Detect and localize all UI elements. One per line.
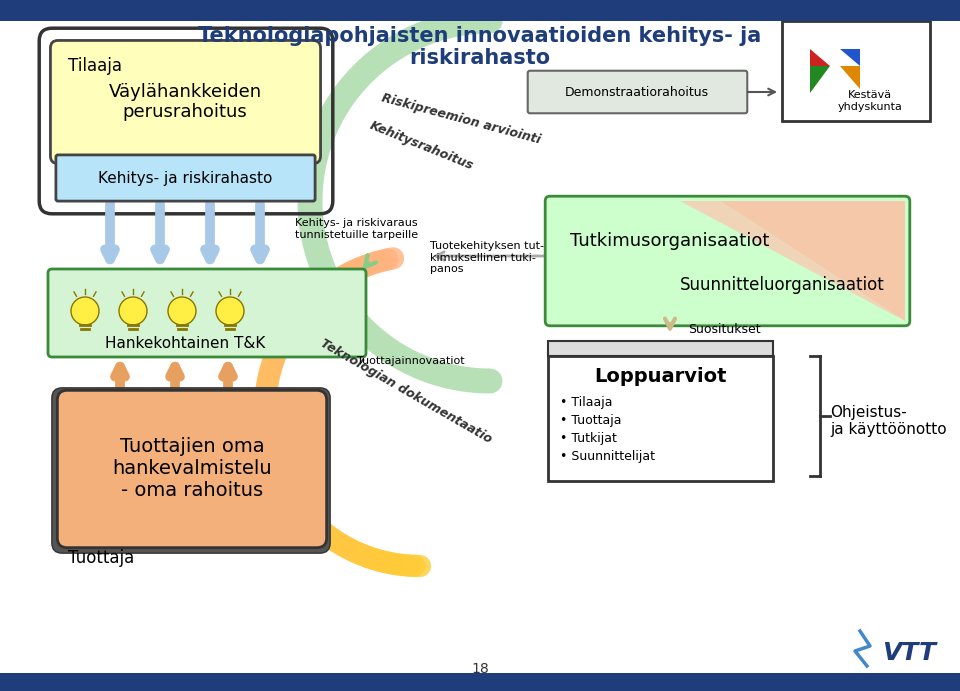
Text: Tilaaja: Tilaaja bbox=[68, 57, 122, 75]
Text: Suositukset: Suositukset bbox=[688, 323, 760, 336]
Bar bbox=[548, 341, 773, 356]
FancyBboxPatch shape bbox=[545, 196, 910, 325]
Bar bbox=[548, 356, 773, 481]
Circle shape bbox=[71, 297, 99, 325]
Polygon shape bbox=[840, 49, 860, 66]
FancyBboxPatch shape bbox=[58, 390, 326, 548]
FancyBboxPatch shape bbox=[48, 269, 366, 357]
Bar bbox=[0, 673, 960, 691]
Text: Demonstraatiorahoitus: Demonstraatiorahoitus bbox=[564, 86, 709, 99]
Text: Ohjeistus-
ja käyttöönotto: Ohjeistus- ja käyttöönotto bbox=[830, 405, 947, 437]
Bar bbox=[553, 346, 773, 476]
Polygon shape bbox=[720, 201, 905, 321]
Circle shape bbox=[216, 297, 244, 325]
FancyBboxPatch shape bbox=[52, 388, 330, 553]
FancyBboxPatch shape bbox=[528, 70, 747, 113]
Text: Teknologian dokumentaatio: Teknologian dokumentaatio bbox=[318, 337, 494, 446]
Polygon shape bbox=[810, 49, 830, 66]
Text: Riskipreemion arviointi: Riskipreemion arviointi bbox=[380, 91, 541, 146]
Bar bbox=[782, 21, 930, 121]
Polygon shape bbox=[810, 66, 830, 93]
Circle shape bbox=[168, 297, 196, 325]
Text: Tuottaja: Tuottaja bbox=[68, 549, 134, 567]
Text: VTT: VTT bbox=[882, 641, 936, 665]
Text: Kehitys- ja riskirahasto: Kehitys- ja riskirahasto bbox=[98, 171, 273, 185]
Text: Tuottajainnovaatiot: Tuottajainnovaatiot bbox=[357, 356, 465, 366]
Text: Teknologiapohjaisten innovaatioiden kehitys- ja: Teknologiapohjaisten innovaatioiden kehi… bbox=[199, 26, 761, 46]
Text: Kehitys- ja riskivaraus
tunnistetuille tarpeille: Kehitys- ja riskivaraus tunnistetuille t… bbox=[295, 218, 419, 240]
Polygon shape bbox=[680, 201, 905, 321]
Text: Hankekohtainen T&K: Hankekohtainen T&K bbox=[105, 336, 265, 350]
Text: Loppuarviot: Loppuarviot bbox=[593, 366, 727, 386]
Text: Kestävä
yhdyskunta: Kestävä yhdyskunta bbox=[837, 91, 902, 112]
FancyBboxPatch shape bbox=[56, 155, 315, 201]
Circle shape bbox=[119, 297, 147, 325]
Text: Tuotekehityksen tut-
kimuksellinen tuki-
panos: Tuotekehityksen tut- kimuksellinen tuki-… bbox=[430, 241, 544, 274]
Text: Väylähankkeiden
perusrahoitus: Väylähankkeiden perusrahoitus bbox=[108, 83, 261, 122]
Text: Kehitysrahoitus: Kehitysrahoitus bbox=[368, 120, 475, 173]
Text: • Tilaaja
• Tuottaja
• Tutkijat
• Suunnittelijat: • Tilaaja • Tuottaja • Tutkijat • Suunni… bbox=[560, 396, 655, 463]
Polygon shape bbox=[840, 66, 860, 89]
Text: Suunnitteluorganisaatiot: Suunnitteluorganisaatiot bbox=[680, 276, 885, 294]
Text: Tuottajien oma
hankevalmistelu
- oma rahoitus: Tuottajien oma hankevalmistelu - oma rah… bbox=[112, 437, 272, 500]
FancyBboxPatch shape bbox=[51, 41, 321, 164]
Text: 18: 18 bbox=[471, 662, 489, 676]
Bar bbox=[0, 0, 960, 21]
Text: Tutkimusorganisaatiot: Tutkimusorganisaatiot bbox=[570, 232, 769, 250]
Text: riskirahasto: riskirahasto bbox=[409, 48, 551, 68]
